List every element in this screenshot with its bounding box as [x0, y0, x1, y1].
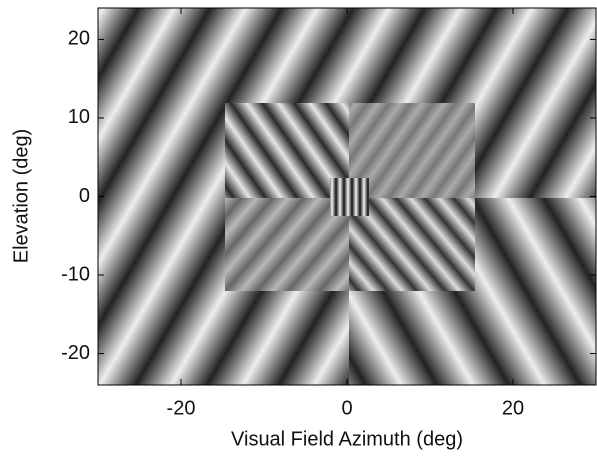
x-tick-label: 20 — [502, 397, 524, 419]
y-axis-label: Elevation (deg) — [10, 129, 32, 264]
stimulus — [98, 8, 596, 385]
x-tick-label: -20 — [167, 397, 196, 419]
y-tick-label: -20 — [61, 342, 90, 364]
grating — [225, 198, 349, 291]
x-axis-label: Visual Field Azimuth (deg) — [231, 428, 463, 450]
y-tick-label: 20 — [68, 28, 90, 50]
grating — [349, 103, 475, 198]
grating — [330, 178, 369, 216]
grating — [349, 198, 475, 291]
x-tick-label: 0 — [341, 397, 352, 419]
y-tick-label: 10 — [68, 106, 90, 128]
grating — [225, 103, 349, 198]
y-tick-label: -10 — [61, 263, 90, 285]
y-tick-label: 0 — [79, 185, 90, 207]
